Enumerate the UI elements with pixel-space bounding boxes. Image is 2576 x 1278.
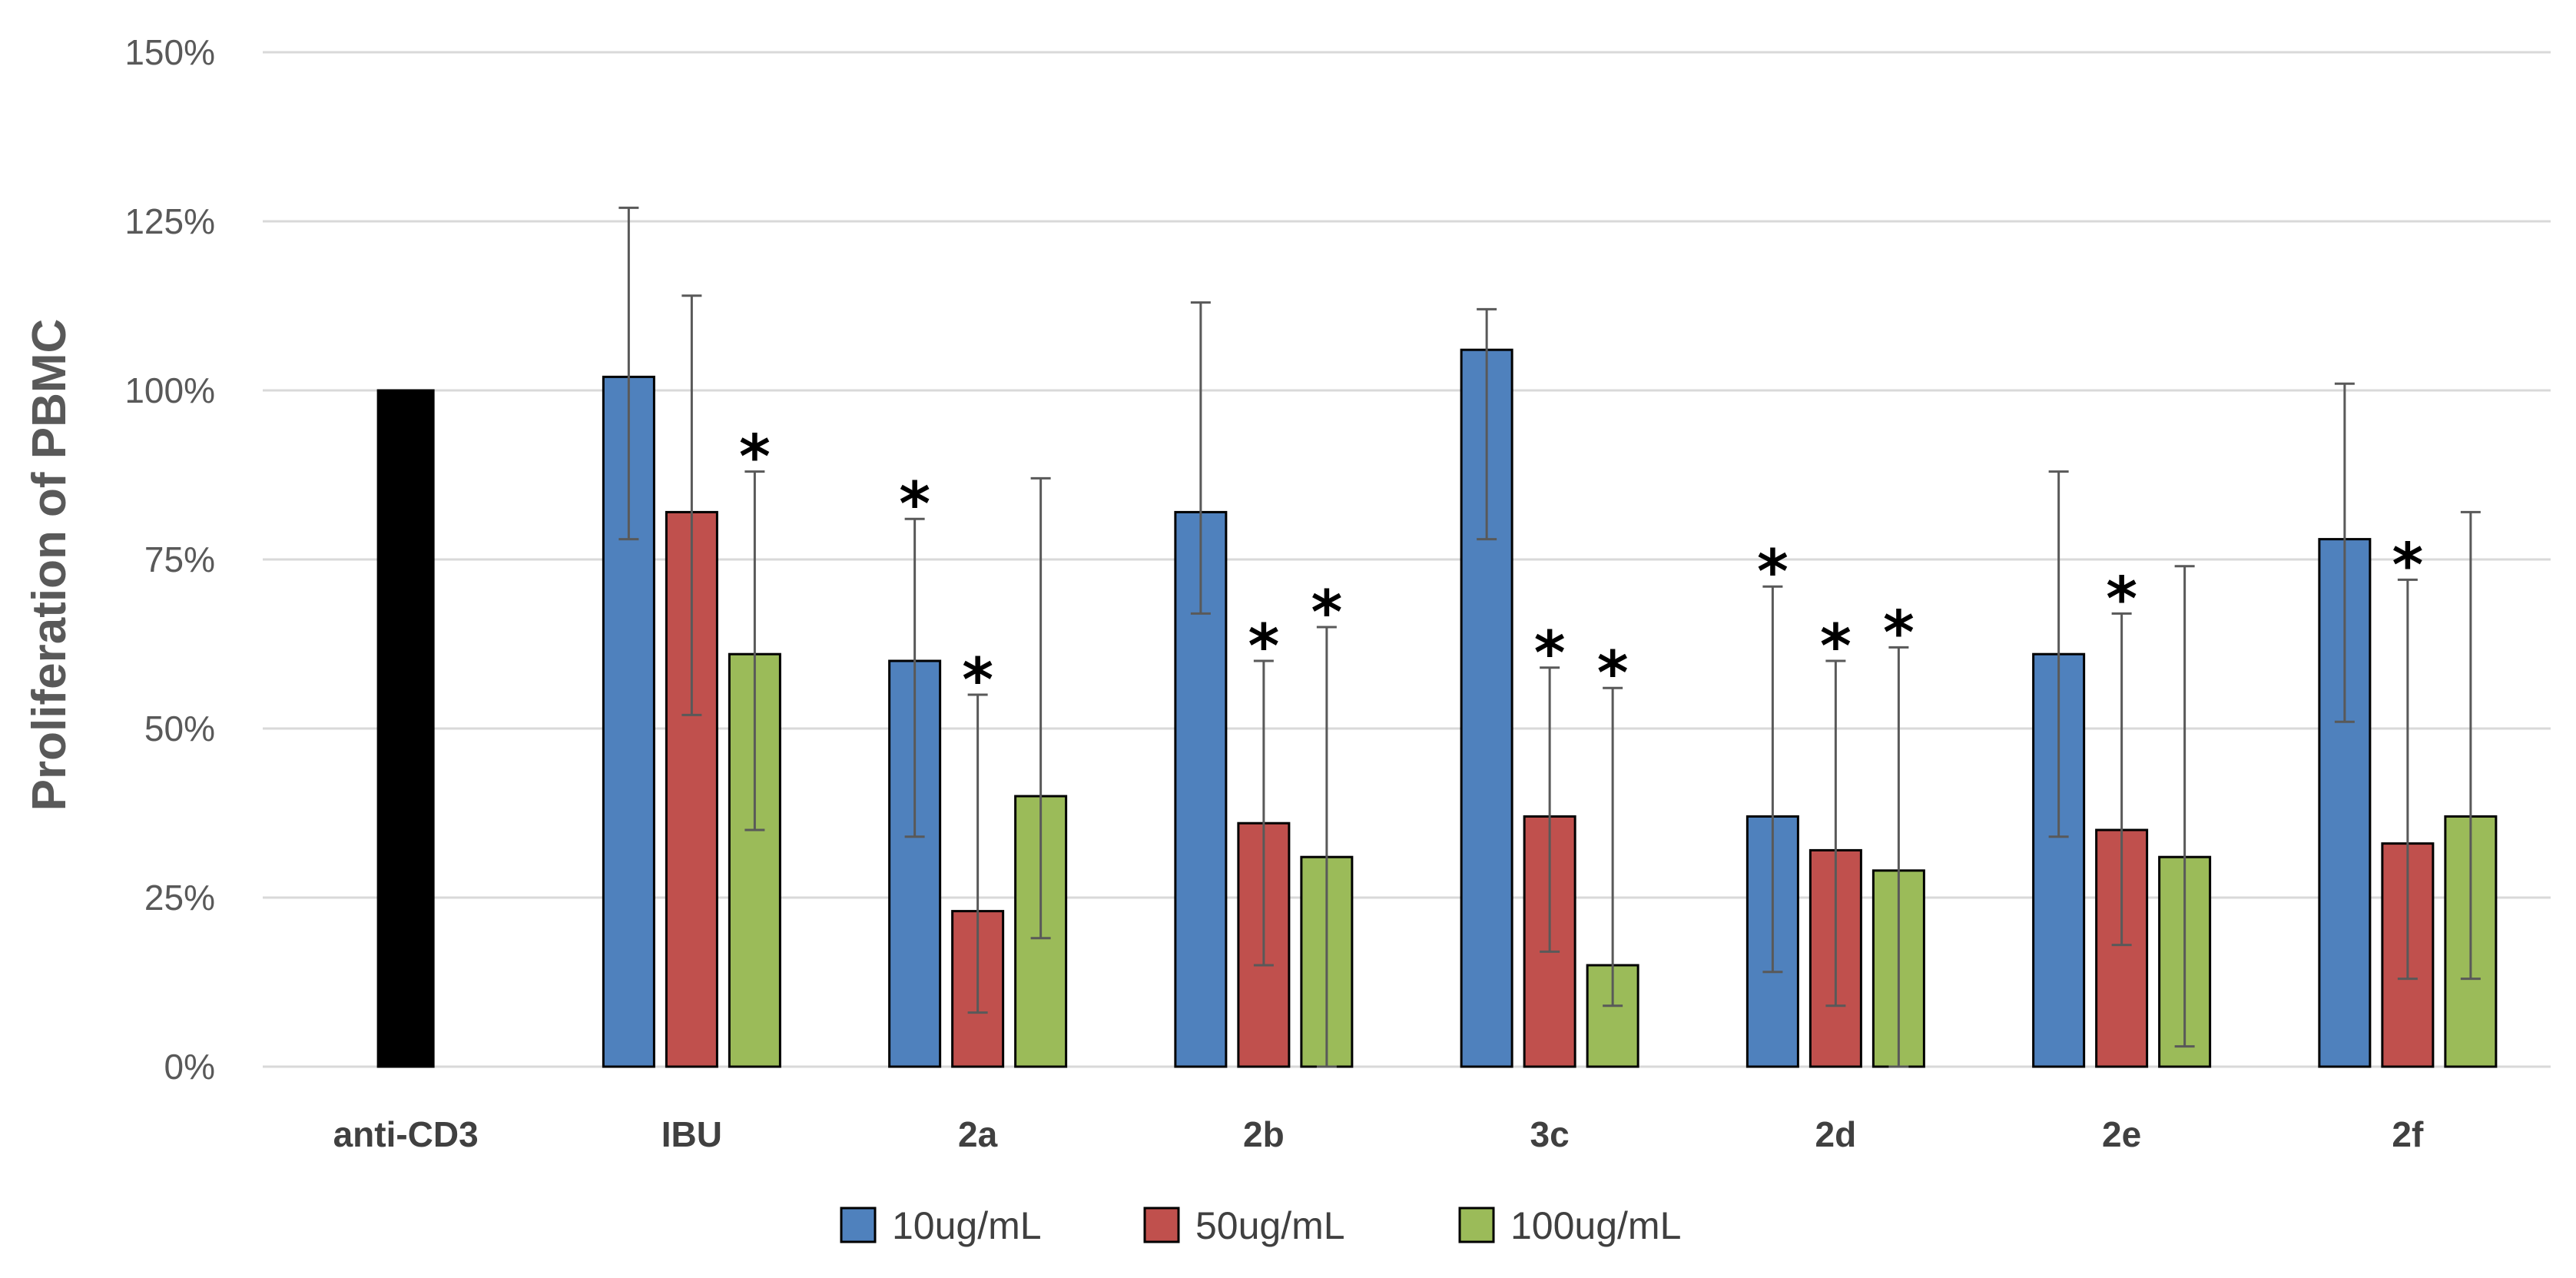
significance-star: * [739,423,771,493]
y-tick-label: 0% [164,1047,215,1087]
bar-s10 [1174,510,1228,1068]
x-tick-label: 3c [1530,1114,1570,1154]
legend-swatch [840,1207,877,1243]
legend: 10ug/mL 50ug/mL 100ug/mL [840,1204,1681,1247]
significance-star: * [1597,639,1629,709]
error-bars [618,206,2481,1068]
significance-star: * [962,646,993,715]
significance-star: * [2106,565,2137,634]
x-tick-label: 2d [1815,1114,1857,1154]
significance-star: * [1757,538,1789,607]
x-tick-label: 2b [1243,1114,1285,1154]
significance-star: * [1883,599,1915,668]
x-tick-label: anti-CD3 [333,1114,479,1154]
y-axis-title: Proliferation of PBMC [23,319,76,812]
y-tick-label: 150% [124,32,215,72]
x-tick-labels: anti-CD3 IBU 2a 2b 3c 2d 2e 2f [333,1114,2424,1154]
bars [376,348,2498,1068]
legend-swatch [1458,1207,1495,1243]
significance-star: * [1248,612,1279,682]
y-tick-label: 100% [124,370,215,410]
y-tick-label: 75% [144,539,215,579]
y-tick-label: 25% [144,878,215,918]
bar-control [376,389,435,1068]
y-tick-labels: 0% 25% 50% 75% 100% 125% 150% [124,32,215,1087]
legend-swatch [1143,1207,1180,1243]
significance-star: * [899,470,930,539]
x-tick-label: IBU [661,1114,722,1154]
significance-star: * [1534,619,1566,689]
significance-markers: * * * * * * * * * * * * [739,423,2423,715]
legend-label: 10ug/mL [892,1204,1042,1247]
y-tick-label: 50% [144,709,215,749]
legend-label: 100ug/mL [1510,1204,1681,1247]
significance-star: * [1820,612,1852,682]
legend-label: 50ug/mL [1195,1204,1345,1247]
y-tick-label: 125% [124,201,215,241]
x-tick-label: 2a [958,1114,998,1154]
significance-star: * [2392,531,2423,600]
significance-star: * [1311,579,1342,648]
x-tick-label: 2f [2392,1114,2424,1154]
x-tick-label: 2e [2102,1114,2141,1154]
